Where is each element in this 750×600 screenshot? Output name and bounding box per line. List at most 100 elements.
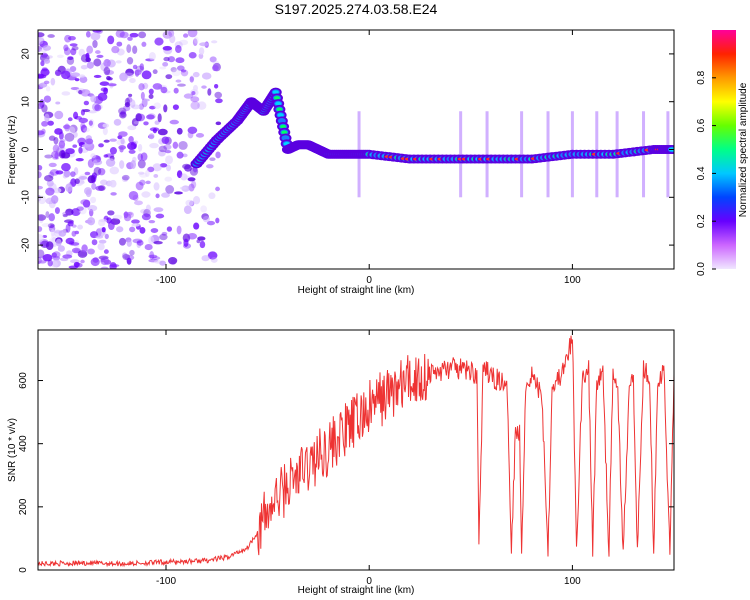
spectrogram-noise-cell [137, 153, 143, 161]
spectrogram-noise-cell [162, 46, 172, 51]
spectrogram-noise-cell [62, 173, 68, 179]
spectrogram-noise-cell [38, 130, 45, 136]
spectrogram-noise-cell [187, 126, 198, 134]
spectrogram-noise-cell [67, 220, 74, 227]
spectrogram-noise-cell [112, 214, 123, 220]
spectrogram-noise-cell [124, 97, 131, 106]
spectrogram-noise-cell [84, 171, 91, 176]
spectrogram-noise-cell [82, 109, 91, 113]
spectrogram-noise-cell [134, 200, 143, 206]
spectrogram-noise-cell [177, 241, 182, 245]
spectrogram-noise-cell [121, 174, 130, 181]
spectrogram-noise-cell [38, 171, 42, 179]
spectrogram-noise-cell [63, 169, 71, 178]
spectrogram-noise-cell [90, 257, 100, 267]
spectrogram-noise-cell [68, 265, 79, 269]
spectrogram-noise-cell [103, 59, 111, 68]
spectrogram-noise-cell [189, 76, 194, 83]
spectrogram-noise-cell [98, 255, 109, 260]
spectrogram-noise-cell [38, 226, 43, 232]
spectrogram-noise-cell [41, 120, 49, 127]
spectrogram-streak [459, 111, 463, 198]
spectrogram-noise-cell [45, 187, 55, 196]
spectrogram-noise-cell [52, 251, 61, 259]
spectrogram-noise-cell [105, 158, 116, 167]
spectrogram-noise-cell [75, 157, 84, 162]
spectrogram-noise-cell [168, 30, 175, 37]
spectrogram-noise-cell [138, 31, 147, 39]
spectrogram-noise-cell [73, 131, 78, 138]
spectrogram-noise-cell [176, 127, 183, 135]
spectrogram-noise-cell [176, 225, 182, 235]
spectrogram-trace-peak [276, 107, 283, 112]
spectrogram-noise-cell [61, 70, 71, 80]
spectrogram-noise-cell [154, 37, 164, 46]
spectrogram-noise-cell [201, 255, 210, 262]
spectrogram-noise-cell [47, 223, 55, 229]
spectrogram-noise-cell [64, 132, 75, 142]
spectrogram-noise-cell [199, 240, 206, 249]
spectrogram-noise-cell [65, 208, 74, 216]
spectrogram-noise-cell [55, 101, 61, 105]
spectrogram-noise-cell [38, 32, 45, 38]
spectrogram-noise-cell [97, 168, 106, 176]
spectrogram-noise-cell [152, 163, 162, 172]
spectrogram-noise-cell [107, 35, 115, 45]
spectrogram-noise-cell [93, 74, 102, 79]
spectrogram-noise-cell [187, 131, 194, 139]
spectrogram-noise-cell [201, 213, 209, 221]
spectrogram-noise-cell [107, 210, 115, 216]
spectrogram-noise-cell [172, 141, 179, 149]
spectrogram-noise-cell [128, 190, 139, 200]
spectrogram-noise-cell [171, 69, 181, 77]
spectrogram-noise-cell [46, 180, 54, 187]
spectrogram-noise-cell [206, 220, 215, 226]
spectrogram-noise-cell [180, 173, 188, 181]
spectrogram-noise-cell [150, 228, 159, 233]
spectrogram-noise-cell [61, 163, 71, 172]
spectrogram-ytick-label: 10 [21, 96, 32, 108]
snr-series-line [38, 335, 674, 568]
spectrogram-noise-cell [172, 104, 179, 110]
snr-plot-area [38, 330, 674, 570]
spectrogram-noise-cell [45, 211, 50, 219]
spectrogram-noise-cell [119, 111, 127, 119]
spectrogram-trace-peak [275, 101, 282, 106]
spectrogram-noise-cell [135, 181, 144, 191]
spectrogram-noise-cell [54, 128, 63, 135]
spectrogram-noise-cell [169, 34, 176, 44]
spectrogram-noise-cell [87, 217, 96, 226]
spectrogram-ytick-label: 0 [21, 146, 32, 152]
spectrogram-noise-cell [155, 213, 165, 219]
spectrogram-noise-cell [182, 153, 188, 158]
spectrogram-noise-cell [65, 148, 75, 155]
spectrogram-noise-cell [145, 169, 150, 177]
spectrogram-noise-cell [175, 57, 185, 64]
spectrogram-noise-cell [110, 192, 117, 196]
spectrogram-noise-cell [211, 40, 218, 44]
spectrogram-noise-cell [55, 238, 62, 247]
spectrogram-noise-cell [70, 171, 76, 177]
spectrogram-noise-cell [44, 154, 53, 159]
spectrogram-noise-cell [81, 144, 90, 148]
spectrogram-noise-cell [93, 166, 102, 176]
spectrogram-noise-cell [109, 262, 117, 269]
spectrogram-ylabel: Frequency (Hz) [7, 116, 18, 185]
spectrogram-noise-cell [128, 149, 136, 154]
spectrogram-noise-cell [91, 183, 97, 190]
spectrogram-noise-cell [69, 65, 77, 73]
spectrogram-noise-cell [180, 69, 189, 77]
spectrogram-noise-cell [131, 219, 140, 224]
spectrogram-noise-cell [109, 146, 117, 155]
spectrogram-noise-cell [79, 76, 88, 84]
spectrogram-noise-cell [123, 213, 132, 222]
spectrogram-noise-cell [139, 179, 146, 186]
spectrogram-noise-cell [129, 249, 135, 256]
spectrogram-noise-cell [185, 199, 194, 207]
spectrogram-noise-cell [52, 187, 62, 194]
spectrogram-noise-cell [43, 58, 51, 64]
spectrogram-noise-cell [192, 71, 200, 78]
spectrogram-noise-cell [149, 142, 159, 149]
spectrogram-noise-cell [87, 248, 95, 255]
spectrogram-noise-cell [119, 72, 128, 82]
